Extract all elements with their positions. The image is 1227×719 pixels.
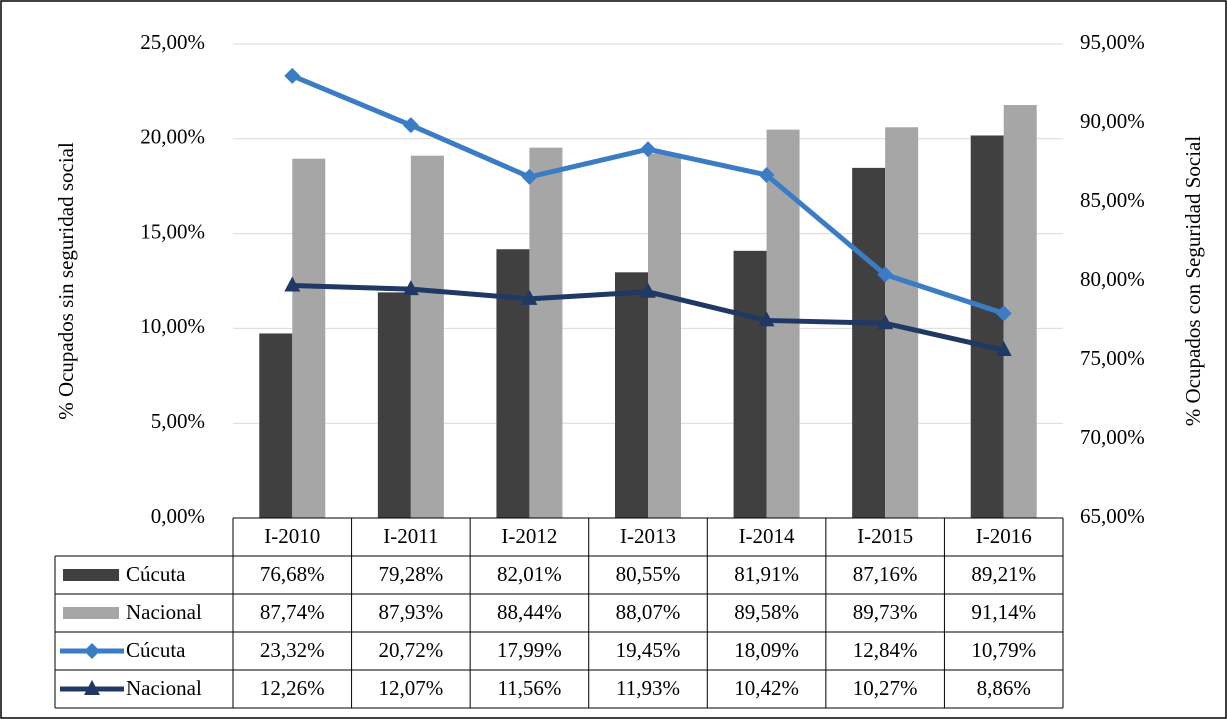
table-value: 89,73% bbox=[853, 600, 918, 624]
table-value: 12,07% bbox=[378, 676, 443, 700]
bar bbox=[648, 153, 681, 518]
point bbox=[521, 289, 538, 305]
table-value: 89,21% bbox=[971, 562, 1036, 586]
bar bbox=[615, 272, 648, 518]
y2-tick-label: 70,00% bbox=[1080, 425, 1145, 449]
table-value: 76,68% bbox=[260, 562, 325, 586]
bar bbox=[852, 167, 886, 518]
table-value: 8,86% bbox=[977, 676, 1031, 700]
y-tick-label: 0,00% bbox=[151, 504, 205, 528]
y2-tick-label: 90,00% bbox=[1080, 109, 1145, 133]
table-value: 89,58% bbox=[734, 600, 799, 624]
point bbox=[995, 305, 1012, 322]
x-tick-label: I-2016 bbox=[976, 524, 1032, 548]
table-value: 87,93% bbox=[378, 600, 443, 624]
bar bbox=[733, 250, 767, 518]
table-value: 12,26% bbox=[260, 676, 325, 700]
legend-swatch bbox=[63, 569, 119, 581]
table-value: 87,16% bbox=[853, 562, 918, 586]
point bbox=[877, 314, 894, 330]
table-value: 88,44% bbox=[497, 600, 562, 624]
table-value: 20,72% bbox=[378, 638, 443, 662]
y-tick-label: 5,00% bbox=[151, 409, 205, 433]
y-tick-label: 15,00% bbox=[140, 219, 205, 243]
legend-label: Nacional bbox=[126, 600, 202, 624]
table-value: 87,74% bbox=[260, 600, 325, 624]
bar bbox=[529, 147, 563, 518]
table-value: 91,14% bbox=[971, 600, 1036, 624]
table-value: 11,56% bbox=[497, 676, 561, 700]
table-value: 18,09% bbox=[734, 638, 799, 662]
legend-label: Cúcuta bbox=[126, 638, 186, 662]
legend-marker bbox=[84, 680, 100, 695]
point bbox=[402, 117, 419, 134]
y-tick-label: 25,00% bbox=[140, 30, 205, 54]
point bbox=[521, 168, 538, 185]
y2-axis-title: % Ocupados con Seguridad Social bbox=[1181, 136, 1205, 427]
x-tick-label: I-2015 bbox=[857, 524, 913, 548]
table-value: 23,32% bbox=[260, 638, 325, 662]
table-value: 19,45% bbox=[616, 638, 681, 662]
table-value: 81,91% bbox=[734, 562, 799, 586]
point bbox=[284, 67, 301, 84]
table-value: 80,55% bbox=[616, 562, 681, 586]
point bbox=[758, 311, 775, 327]
x-tick-label: I-2011 bbox=[383, 524, 438, 548]
bar bbox=[259, 333, 293, 518]
table-value: 10,42% bbox=[734, 676, 799, 700]
x-tick-label: I-2014 bbox=[739, 524, 795, 548]
y2-tick-label: 95,00% bbox=[1080, 30, 1145, 54]
table-value: 10,27% bbox=[853, 676, 918, 700]
point bbox=[640, 282, 656, 298]
y2-tick-label: 80,00% bbox=[1080, 267, 1145, 291]
legend-swatch bbox=[63, 607, 119, 619]
point bbox=[877, 266, 894, 283]
table-value: 11,93% bbox=[616, 676, 680, 700]
point bbox=[758, 167, 775, 184]
point bbox=[640, 141, 656, 158]
y2-tick-label: 85,00% bbox=[1080, 188, 1145, 212]
bar bbox=[377, 292, 411, 518]
table-value: 88,07% bbox=[616, 600, 681, 624]
point bbox=[284, 276, 301, 292]
legend-marker bbox=[84, 643, 100, 659]
x-tick-label: I-2012 bbox=[501, 524, 557, 548]
y-tick-label: 20,00% bbox=[140, 125, 205, 149]
legend-label: Cúcuta bbox=[126, 562, 186, 586]
y2-tick-label: 75,00% bbox=[1080, 346, 1145, 370]
table-value: 12,84% bbox=[853, 638, 918, 662]
table-value: 79,28% bbox=[378, 562, 443, 586]
bar bbox=[496, 249, 530, 518]
point bbox=[402, 280, 419, 296]
point bbox=[995, 341, 1012, 357]
x-tick-label: I-2010 bbox=[264, 524, 320, 548]
bar bbox=[970, 135, 1004, 518]
x-tick-label: I-2013 bbox=[620, 524, 676, 548]
bar bbox=[410, 155, 444, 518]
bar bbox=[292, 158, 326, 518]
table-value: 10,79% bbox=[971, 638, 1036, 662]
y-tick-label: 10,00% bbox=[140, 314, 205, 338]
legend-label: Nacional bbox=[126, 676, 202, 700]
y2-tick-label: 65,00% bbox=[1080, 504, 1145, 528]
table-value: 17,99% bbox=[497, 638, 562, 662]
y-axis-title: % Ocupados sin seguridad social bbox=[54, 142, 78, 420]
table-value: 82,01% bbox=[497, 562, 562, 586]
